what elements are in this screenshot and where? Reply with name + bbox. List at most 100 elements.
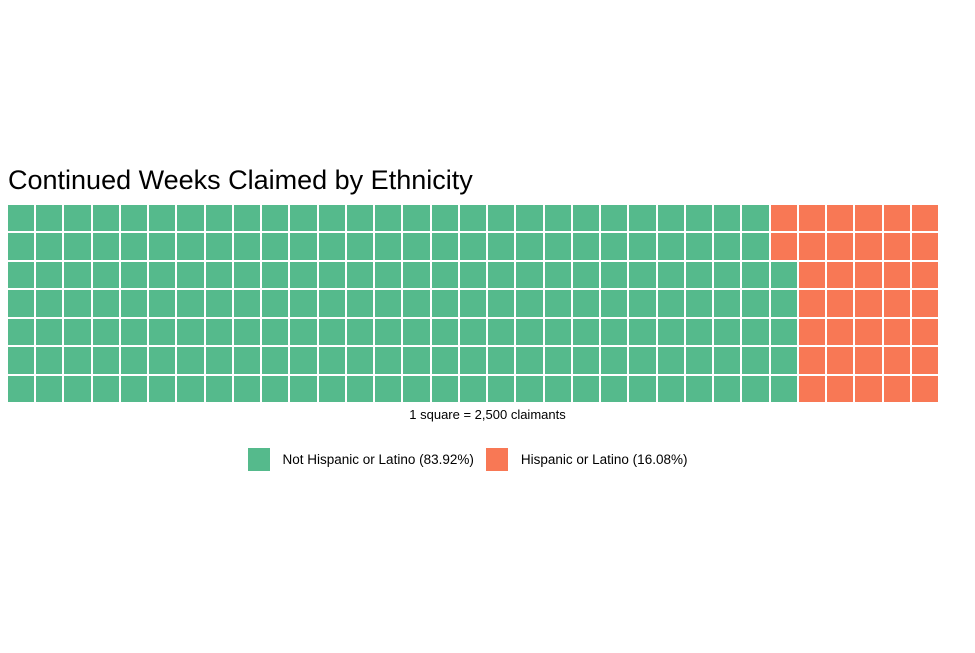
waffle-square [827,347,854,374]
waffle-square [770,347,797,374]
waffle-square [403,261,430,289]
waffle-square [149,375,176,402]
waffle-square [149,261,176,289]
waffle-square [855,261,882,289]
waffle-square [742,205,769,232]
waffle-square [827,375,854,402]
waffle-square [714,347,741,374]
waffle-square [8,290,35,317]
waffle-square [516,205,543,232]
waffle-square [714,318,741,346]
waffle-square [742,261,769,289]
waffle-square [742,318,769,346]
waffle-square [459,347,487,374]
waffle-square [120,290,148,317]
waffle-square [911,318,938,346]
waffle-square [516,318,543,346]
waffle-square [205,290,232,317]
waffle-square [657,375,684,402]
waffle-square [629,205,656,232]
waffle-square [855,205,882,232]
waffle-square [149,347,176,374]
waffle-square [205,347,232,374]
waffle-square [375,375,402,402]
waffle-square [544,261,571,289]
waffle-square [8,233,35,260]
waffle-square [770,233,797,260]
waffle-square [770,318,797,346]
waffle-square [177,261,204,289]
waffle-square [64,205,91,232]
waffle-square [770,375,797,402]
waffle-square [544,233,571,260]
waffle-square [572,375,600,402]
waffle-square [64,318,91,346]
waffle-square [798,290,826,317]
waffle-square [149,233,176,260]
waffle-square [403,205,430,232]
waffle-square [798,318,826,346]
waffle-square [375,347,402,374]
waffle-square [798,347,826,374]
waffle-square [205,205,232,232]
waffle-square [92,261,119,289]
waffle-square [770,261,797,289]
waffle-square [346,261,374,289]
waffle-square [883,290,910,317]
waffle-square [233,205,261,232]
waffle-square [488,347,515,374]
waffle-square [431,375,458,402]
waffle-square [92,290,119,317]
waffle-square [36,233,63,260]
waffle-square [714,233,741,260]
waffle-square [855,375,882,402]
waffle-square [92,318,119,346]
waffle-square [177,318,204,346]
waffle-square [36,261,63,289]
waffle-square [488,290,515,317]
waffle-square [855,233,882,260]
waffle-square [403,375,430,402]
waffle-square [262,261,289,289]
waffle-square [855,347,882,374]
waffle-square [572,233,600,260]
waffle-square [685,318,713,346]
waffle-square [685,347,713,374]
waffle-square [36,375,63,402]
waffle-square [233,290,261,317]
waffle-square [177,290,204,317]
waffle-square [318,205,345,232]
waffle-square [120,347,148,374]
waffle-square [233,233,261,260]
waffle-square [714,290,741,317]
waffle-square [318,233,345,260]
legend-label-not-hispanic: Not Hispanic or Latino (83.92%) [282,452,474,467]
waffle-square [92,347,119,374]
legend-swatch-hispanic [485,448,508,471]
waffle-square [516,375,543,402]
waffle-square [742,347,769,374]
waffle-square [685,290,713,317]
waffle-square [120,318,148,346]
legend-swatch-not-hispanic [247,448,270,471]
waffle-square [827,233,854,260]
waffle-square [205,318,232,346]
waffle-square [233,318,261,346]
waffle-square [92,375,119,402]
waffle-square [629,347,656,374]
waffle-square [64,290,91,317]
waffle-square [290,318,317,346]
waffle-square [911,375,938,402]
waffle-square [911,233,938,260]
waffle-square [431,347,458,374]
waffle-square [629,318,656,346]
waffle-square [714,261,741,289]
waffle-square [375,290,402,317]
waffle-square [827,318,854,346]
waffle-square [657,290,684,317]
waffle-square [459,290,487,317]
waffle-square [120,261,148,289]
waffle-square [403,347,430,374]
waffle-square [318,375,345,402]
waffle-square [572,318,600,346]
